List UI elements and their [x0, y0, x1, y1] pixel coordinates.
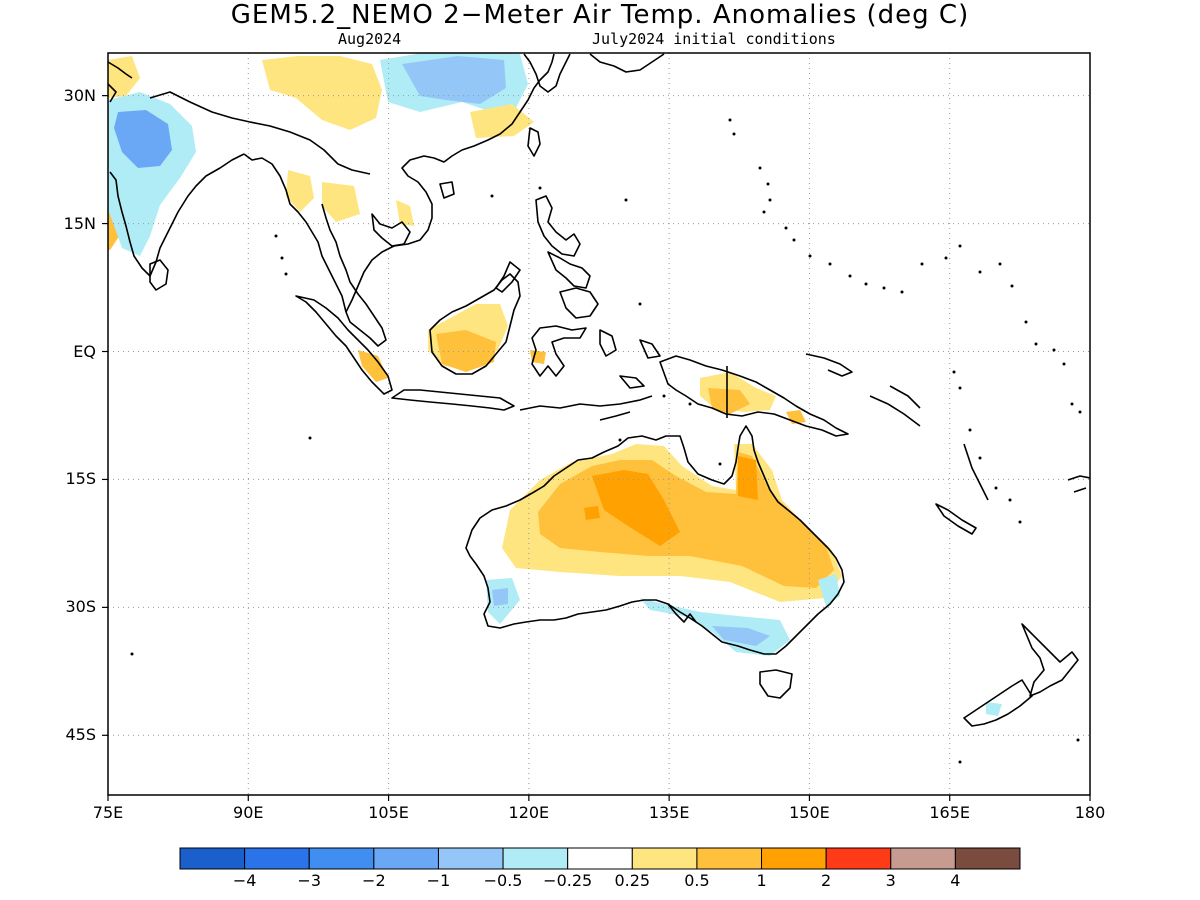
colorbar-label: 3: [885, 871, 896, 890]
tasmania: [759, 669, 793, 699]
indochina-warm-area: [322, 182, 360, 222]
colorbar-swatch: [825, 847, 892, 870]
australia-hot-west: [584, 506, 600, 520]
borneo-core-area: [436, 330, 496, 372]
colorbar-swatch: [696, 847, 763, 870]
colorbar-label: −4: [232, 871, 257, 890]
new-britain-solomons: [805, 353, 921, 427]
colorbar-swatch: [179, 847, 246, 870]
philippines-visayas: [547, 251, 591, 289]
plot-frame: [107, 52, 1091, 796]
myanmar-warm-area: [286, 170, 314, 212]
lon-tick-label: 150E: [789, 803, 830, 822]
coastlines: [108, 53, 1090, 727]
taiwan: [527, 127, 541, 157]
tibet-cold-area: [114, 110, 172, 168]
north-china-cold-area: [402, 56, 506, 104]
lat-tick-label: EQ: [73, 341, 96, 361]
colorbar-swatch: [437, 847, 504, 870]
java: [391, 389, 515, 411]
colorbar-label: 2: [821, 871, 832, 890]
colorbar-label: 0.25: [614, 871, 651, 890]
halmahera-moluccas: [599, 329, 661, 389]
sulawesi: [531, 325, 587, 377]
new-guinea-core-area: [708, 388, 750, 414]
spencer-gulf: [667, 603, 697, 623]
lon-tick-label: 165E: [929, 803, 971, 822]
anomaly-shading: [108, 53, 1002, 716]
sumatra-warm-area: [358, 350, 388, 382]
lon-tick-label: 120E: [508, 803, 550, 822]
forecast-month: Aug2024: [338, 30, 402, 48]
sumatra: [295, 295, 393, 395]
colorbar-label: 0.5: [684, 871, 710, 890]
fiji: [1067, 475, 1090, 493]
thailand-coast: [345, 149, 463, 313]
colorbar-label: −1: [426, 871, 451, 890]
vanuatu: [963, 443, 989, 501]
lon-tick-label: 135E: [648, 803, 690, 822]
lat-tick-label: 15S: [65, 469, 96, 489]
colorbar-swatch: [567, 847, 633, 870]
colorbar-swatch: [761, 847, 827, 870]
colorbar-label: −0.5: [483, 871, 523, 890]
new-caledonia: [935, 503, 977, 535]
colorbar-swatch: [631, 847, 698, 870]
japan-south: [589, 53, 665, 73]
colorbar: [179, 847, 1021, 870]
hainan: [439, 181, 455, 199]
new-zealand-north: [1021, 623, 1079, 697]
victoria-cold-area: [712, 626, 770, 646]
new-zealand-cool-area: [986, 702, 1002, 716]
lon-tick-label: 90E: [233, 803, 264, 822]
australia: [465, 425, 845, 655]
initial-conditions: July2024 initial conditions: [592, 30, 836, 48]
australia-hot-core: [592, 470, 680, 546]
bay-of-bengal-coast: [243, 153, 347, 313]
map-title: GEM5.2_NEMO 2−Meter Air Temp. Anomalies …: [230, 0, 970, 30]
gridlines: [108, 53, 1090, 795]
korea-coast: [523, 53, 571, 93]
colorbar-label: −2: [362, 871, 386, 890]
colorbar-label: 1: [756, 871, 767, 890]
india-light-warm-area: [108, 56, 140, 98]
colorbar-swatch: [244, 847, 310, 870]
new-zealand-south: [963, 679, 1033, 727]
lon-tick-label: 180: [1074, 803, 1106, 822]
colorbar-swatch: [954, 847, 1021, 870]
lat-tick-label: 30N: [63, 85, 96, 105]
lat-tick-label: 30S: [65, 597, 96, 617]
philippines-luzon: [535, 195, 581, 257]
himalaya-border: [149, 91, 371, 175]
lon-tick-label: 75E: [92, 803, 124, 822]
colorbar-swatch: [502, 847, 569, 870]
colorbar-swatch: [308, 847, 375, 870]
malay-peninsula: [321, 203, 387, 347]
vietnam-warm-area: [396, 200, 414, 226]
sulawesi-warm-area: [530, 350, 546, 364]
colorbar-swatch: [373, 847, 439, 870]
lesser-sunda: [519, 395, 653, 421]
colorbar-swatch: [890, 847, 956, 870]
pacific-islands: [130, 118, 1082, 764]
china-coast: [461, 53, 555, 151]
lat-tick-label: 45S: [65, 725, 96, 745]
new-guinea: [659, 355, 849, 437]
lat-tick-label: 15N: [63, 213, 96, 233]
colorbar-label: 4: [950, 871, 961, 890]
china-warm-area: [262, 56, 382, 130]
east-china-warm-area: [470, 104, 534, 138]
philippines-mindanao: [559, 287, 599, 319]
southwest-australia-cold-area: [492, 588, 508, 606]
palawan: [495, 261, 521, 293]
lon-tick-label: 105E: [368, 803, 409, 822]
axis-ticks: [102, 95, 1091, 801]
borneo: [429, 273, 521, 375]
queensland-hot-strip: [738, 456, 758, 500]
colorbar-label: −0.25: [543, 871, 593, 890]
colorbar-label: −3: [297, 871, 322, 890]
gulf-of-thailand-coast: [371, 213, 411, 247]
sri-lanka: [149, 259, 169, 291]
